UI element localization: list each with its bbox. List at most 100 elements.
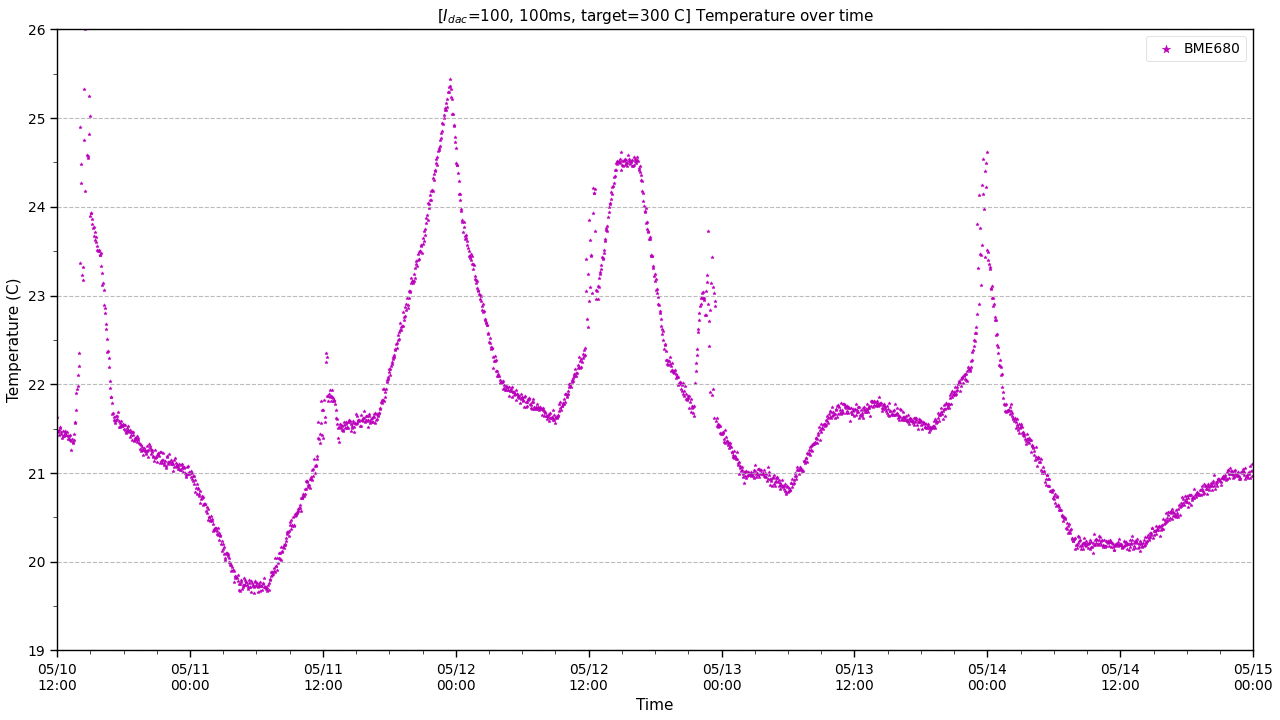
BME680 [827, 400, 847, 411]
BME680 [531, 403, 552, 415]
BME680 [753, 469, 773, 480]
BME680 [780, 482, 800, 493]
BME680 [806, 433, 827, 444]
BME680 [915, 419, 936, 431]
BME680 [1064, 533, 1084, 544]
BME680 [332, 424, 352, 436]
BME680 [503, 386, 524, 397]
BME680 [1011, 421, 1032, 433]
BME680 [1052, 509, 1073, 521]
BME680 [340, 425, 361, 436]
BME680 [531, 403, 552, 415]
BME680 [361, 416, 381, 428]
BME680 [512, 395, 532, 406]
BME680 [320, 390, 340, 402]
BME680 [530, 402, 550, 413]
BME680 [457, 235, 477, 246]
BME680 [832, 408, 852, 419]
BME680 [1068, 530, 1088, 541]
BME680 [314, 432, 334, 444]
BME680 [1074, 537, 1094, 549]
BME680 [333, 426, 353, 437]
BME680 [425, 166, 445, 177]
BME680 [72, 269, 92, 281]
BME680 [698, 225, 718, 237]
BME680 [242, 577, 262, 588]
BME680 [986, 330, 1006, 341]
BME680 [285, 510, 306, 522]
BME680 [809, 421, 829, 433]
BME680 [74, 24, 95, 35]
BME680 [156, 460, 177, 472]
BME680 [125, 433, 146, 444]
BME680 [55, 427, 76, 438]
BME680 [443, 120, 463, 132]
BME680 [380, 360, 401, 372]
BME680 [785, 471, 805, 482]
BME680 [923, 420, 943, 432]
BME680 [49, 424, 69, 436]
BME680 [742, 470, 763, 482]
BME680 [515, 391, 535, 402]
BME680 [1148, 522, 1169, 534]
BME680 [713, 433, 733, 444]
BME680 [1038, 481, 1059, 492]
BME680 [133, 449, 154, 461]
BME680 [954, 369, 974, 381]
BME680 [723, 452, 744, 464]
BME680 [963, 345, 983, 356]
BME680 [959, 364, 979, 375]
BME680 [323, 392, 343, 403]
BME680 [1219, 468, 1239, 480]
BME680 [238, 575, 259, 586]
BME680 [237, 576, 257, 588]
BME680 [493, 375, 513, 387]
BME680 [794, 455, 814, 467]
BME680 [319, 391, 339, 402]
BME680 [337, 422, 357, 433]
BME680 [349, 420, 370, 431]
BME680 [99, 352, 119, 364]
BME680 [285, 509, 306, 521]
BME680 [353, 412, 374, 423]
BME680 [140, 441, 160, 452]
BME680 [403, 276, 424, 287]
BME680 [154, 454, 174, 466]
BME680 [95, 307, 115, 319]
BME680 [1178, 501, 1198, 513]
BME680 [575, 350, 595, 361]
BME680 [658, 356, 678, 367]
BME680 [216, 548, 237, 559]
BME680 [1220, 462, 1240, 474]
BME680 [461, 254, 481, 266]
BME680 [220, 559, 241, 571]
BME680 [225, 572, 246, 583]
BME680 [372, 383, 393, 395]
BME680 [737, 466, 758, 477]
BME680 [187, 487, 207, 499]
BME680 [1165, 510, 1185, 522]
BME680 [568, 359, 589, 371]
BME680 [406, 258, 426, 269]
BME680 [950, 385, 970, 397]
BME680 [355, 416, 375, 428]
BME680 [339, 415, 360, 427]
BME680 [1088, 535, 1108, 546]
BME680 [842, 405, 863, 417]
BME680 [1165, 511, 1185, 523]
BME680 [197, 515, 218, 526]
BME680 [319, 395, 339, 407]
BME680 [342, 420, 362, 432]
BME680 [891, 414, 911, 426]
BME680 [385, 338, 406, 350]
BME680 [447, 160, 467, 171]
BME680 [548, 410, 568, 421]
BME680 [430, 134, 451, 145]
BME680 [622, 161, 643, 172]
BME680 [1085, 539, 1106, 551]
BME680 [631, 174, 652, 186]
BME680 [137, 440, 157, 451]
BME680 [1039, 485, 1060, 497]
BME680 [876, 402, 896, 414]
BME680 [750, 464, 771, 476]
